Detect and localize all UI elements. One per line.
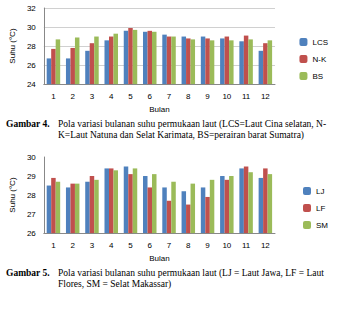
svg-text:9: 9 [205, 92, 210, 101]
svg-text:8: 8 [186, 241, 191, 250]
svg-text:28: 28 [27, 191, 36, 200]
svg-text:LCS: LCS [312, 38, 328, 47]
svg-text:1: 1 [51, 241, 56, 250]
svg-text:6: 6 [148, 92, 153, 101]
svg-text:12: 12 [261, 241, 270, 250]
svg-text:8: 8 [186, 92, 191, 101]
svg-text:26: 26 [27, 61, 36, 70]
svg-text:BS: BS [312, 72, 323, 81]
svg-text:SM: SM [316, 221, 328, 230]
svg-text:24: 24 [27, 80, 36, 89]
svg-text:2: 2 [70, 241, 75, 250]
html-text:Pola variasi bulanan suhu perm: Pola variasi bulanan suhu permukaan laut… [58, 268, 324, 289]
svg-text:Suhu (°C): Suhu (°C) [8, 28, 17, 64]
svg-text:LF: LF [316, 204, 325, 213]
svg-text:26: 26 [27, 229, 36, 238]
svg-text:11: 11 [242, 92, 251, 101]
svg-text:5: 5 [128, 241, 133, 250]
svg-text:N-K: N-K [312, 55, 326, 64]
svg-text:6: 6 [148, 241, 153, 250]
svg-text:3: 3 [90, 92, 95, 101]
svg-text:4: 4 [109, 241, 114, 250]
svg-text:5: 5 [128, 92, 133, 101]
svg-text:Suhu (°C): Suhu (°C) [8, 177, 17, 213]
svg-text:10: 10 [222, 241, 231, 250]
svg-text:LJ: LJ [316, 187, 324, 196]
svg-text:32: 32 [27, 4, 36, 13]
svg-text:1: 1 [51, 92, 56, 101]
html-text:Gambar 5.: Gambar 5. [6, 268, 50, 278]
svg-text:27: 27 [27, 210, 36, 219]
svg-text:4: 4 [109, 92, 114, 101]
svg-text:Bulan: Bulan [149, 254, 169, 263]
svg-text:7: 7 [167, 92, 172, 101]
svg-text:2: 2 [70, 92, 75, 101]
svg-text:11: 11 [242, 241, 251, 250]
svg-text:7: 7 [167, 241, 172, 250]
svg-text:30: 30 [27, 153, 36, 162]
svg-text:28: 28 [27, 42, 36, 51]
svg-text:10: 10 [222, 92, 231, 101]
html-text:Gambar 4.: Gambar 4. [6, 119, 50, 129]
svg-text:3: 3 [90, 241, 95, 250]
svg-text:30: 30 [27, 23, 36, 32]
svg-text:29: 29 [27, 172, 36, 181]
svg-text:12: 12 [261, 92, 270, 101]
svg-text:Bulan: Bulan [149, 105, 169, 114]
html-text:Pola variasi bulanan suhu perm: Pola variasi bulanan suhu permukaan laut… [58, 119, 327, 140]
svg-text:9: 9 [205, 241, 210, 250]
